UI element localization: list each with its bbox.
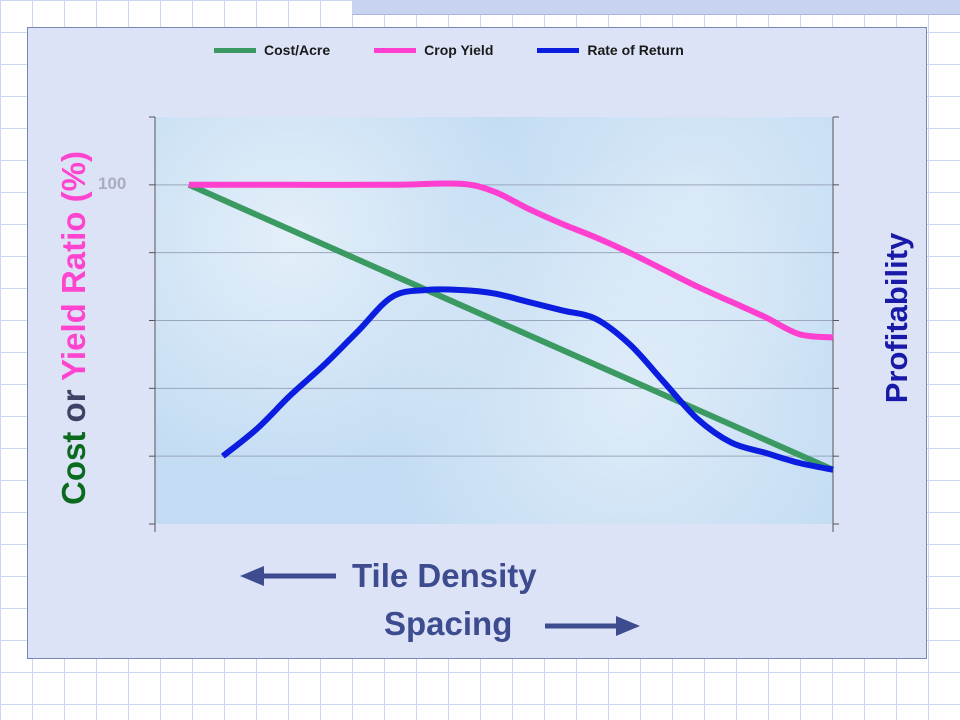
arrow-right-icon [545, 616, 640, 636]
legend-swatch-yield [374, 47, 417, 53]
legend-swatch-cost [214, 47, 256, 53]
legend-label-cost: Cost/Acre [264, 42, 331, 58]
grid-layer [149, 116, 839, 532]
slide-top-bar [352, 0, 960, 15]
y-tick-label-100: 100 [98, 174, 127, 193]
series-layer [187, 180, 835, 473]
arrow-left-icon [240, 566, 336, 586]
legend-label-yield: Crop Yield [424, 42, 494, 58]
legend-item-return: Rate of Return [537, 42, 684, 58]
tile-density-label: Tile Density [352, 557, 537, 594]
legend-item-cost: Cost/Acre [214, 42, 330, 58]
legend-item-yield: Crop Yield [374, 42, 493, 58]
series-line-cost [187, 182, 835, 473]
legend-label-return: Rate of Return [587, 42, 684, 58]
series-line-return [220, 286, 834, 473]
spacing-label: Spacing [384, 605, 513, 642]
chart-legend: Cost/Acre Crop Yield Rate of Return [214, 42, 684, 58]
legend-swatch-return [537, 47, 580, 53]
series-line-yield [188, 180, 834, 341]
